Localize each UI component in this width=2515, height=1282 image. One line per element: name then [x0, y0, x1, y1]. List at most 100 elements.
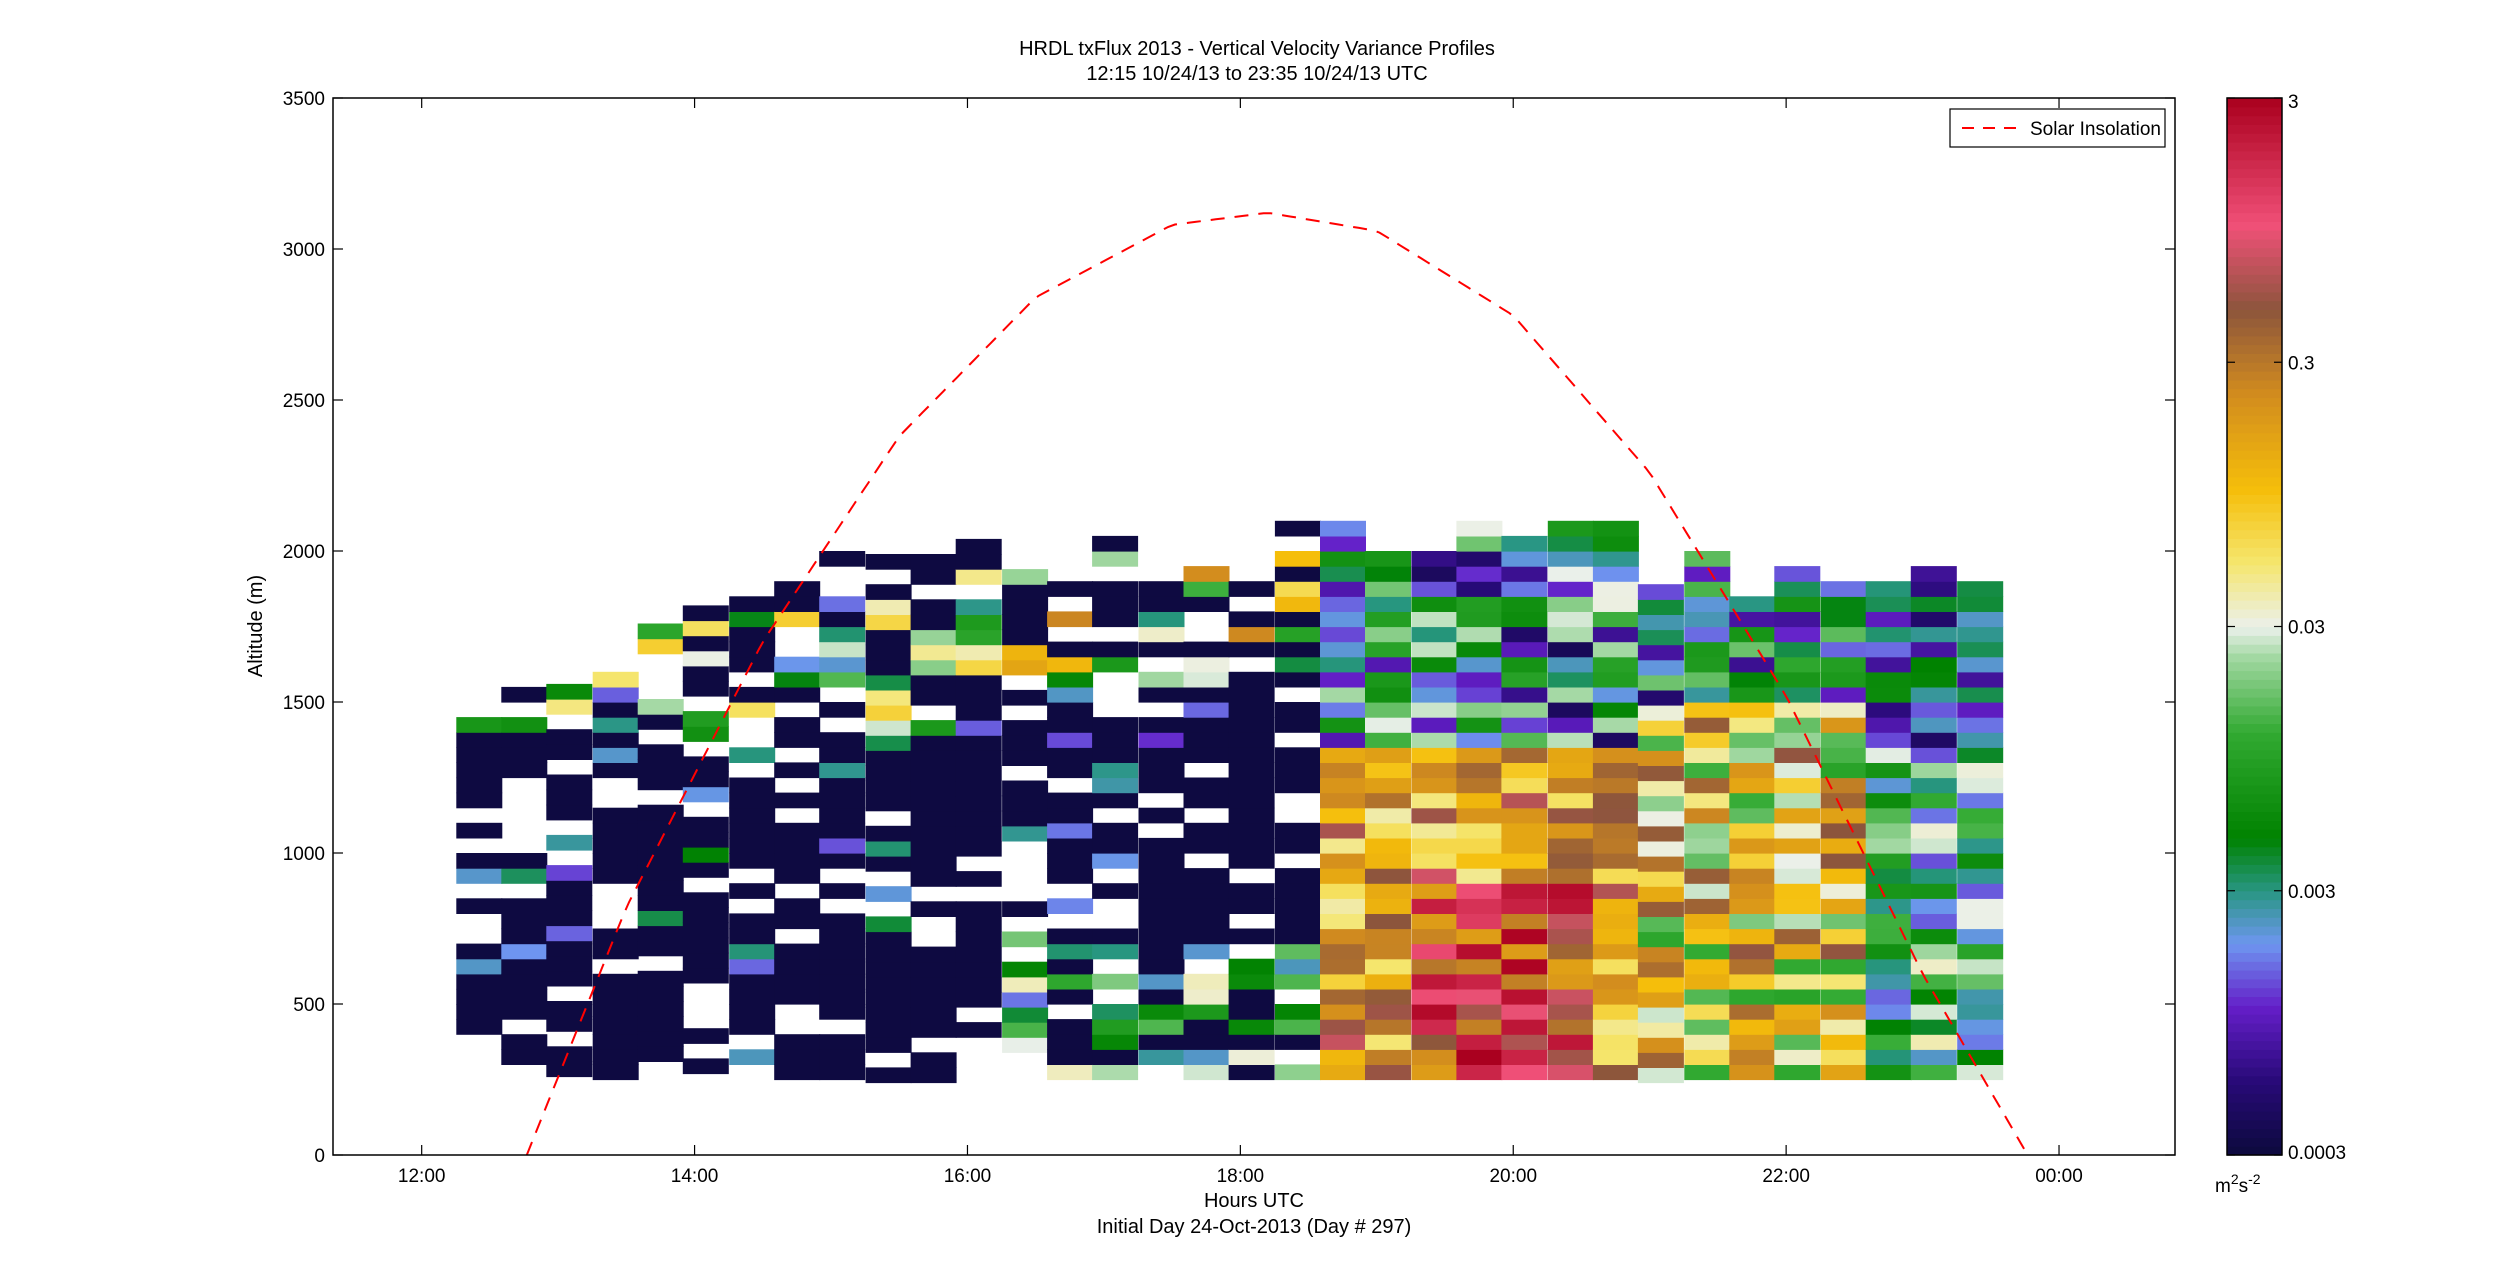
heatmap-cell [1274, 762, 1321, 779]
heatmap-cell [819, 973, 866, 990]
heatmap-cell [1637, 705, 1684, 721]
heatmap-cell [1729, 717, 1776, 733]
heatmap-cell [1592, 535, 1639, 552]
heatmap-cell [1456, 686, 1503, 703]
heatmap-cell [1637, 931, 1684, 948]
heatmap-cell [501, 1034, 548, 1050]
heatmap-cell [1456, 958, 1503, 975]
heatmap-cell [501, 1004, 548, 1020]
colorbar-segment [2227, 327, 2282, 337]
heatmap-cell [1047, 1064, 1094, 1081]
heatmap-cell [729, 913, 776, 930]
heatmap-cell [1910, 822, 1957, 839]
colorbar-segment [2227, 274, 2282, 284]
heatmap-cell [1592, 626, 1639, 643]
colorbar-segment [2227, 432, 2282, 443]
heatmap-cell [1637, 674, 1684, 691]
heatmap-cell [1411, 566, 1458, 582]
heatmap-cell [1820, 792, 1867, 809]
heatmap-cell [819, 626, 866, 643]
heatmap-cell [1411, 686, 1458, 703]
heatmap-cell [546, 789, 593, 806]
heatmap-cell [1957, 732, 2004, 748]
colorbar-segment [2227, 943, 2282, 953]
heatmap-cell [1365, 581, 1411, 597]
heatmap-cell [1865, 837, 1912, 854]
heatmap-cell [1456, 837, 1503, 854]
heatmap-cell [1183, 686, 1230, 703]
heatmap-cell [910, 1007, 957, 1023]
heatmap-cell [1684, 822, 1731, 839]
axis-ticks: 12:00 14:00 16:00 18:00 20:00 22:00 00:00 0 500 1… [283, 89, 2175, 1187]
heatmap-cell [1228, 792, 1275, 809]
colorbar-segment [2227, 388, 2282, 399]
heatmap-cell [955, 840, 1002, 857]
heatmap-cell [1820, 943, 1867, 960]
heatmap-cell [1774, 853, 1821, 869]
heatmap-cell [1365, 566, 1411, 582]
heatmap-cell [1183, 777, 1230, 794]
heatmap-cell [1910, 747, 1957, 763]
heatmap-cell [1592, 747, 1639, 763]
heatmap-cell [955, 780, 1002, 797]
heatmap-cell [1411, 973, 1458, 990]
heatmap-cell [910, 720, 957, 736]
heatmap-cell [1047, 762, 1094, 779]
heatmap-cell [1183, 641, 1230, 658]
heatmap-cell [1365, 717, 1411, 733]
heatmap-cell [1092, 1064, 1139, 1081]
heatmap-cell [1774, 1019, 1821, 1035]
heatmap-cell [1957, 777, 2004, 794]
heatmap-cell [1501, 717, 1548, 733]
heatmap-cell [1820, 1049, 1867, 1065]
heatmap-cell [729, 1049, 776, 1065]
heatmap-cell [1501, 988, 1548, 1005]
colorbar-segment [2227, 441, 2282, 451]
heatmap-cell [1002, 825, 1049, 842]
heatmap-cell [910, 1067, 957, 1084]
heatmap-cell [1637, 871, 1684, 887]
heatmap-cell [1547, 581, 1594, 597]
heatmap-cell [1592, 596, 1639, 612]
heatmap-cell [774, 717, 821, 733]
heatmap-cell [1138, 611, 1185, 628]
heatmap-cell [955, 946, 1002, 963]
heatmap-cell [592, 988, 639, 1005]
heatmap-cell [865, 825, 912, 842]
heatmap-cell [1957, 686, 2004, 703]
heatmap-cell [1774, 943, 1821, 960]
heatmap-cell [1320, 777, 1366, 794]
heatmap-cell [1092, 837, 1139, 854]
heatmap-cell [1865, 973, 1912, 990]
heatmap-cell [1228, 822, 1275, 839]
x-axis-sublabel: Initial Day 24-Oct-2013 (Day # 297) [1097, 1216, 1412, 1238]
colorbar-segment [2227, 353, 2282, 363]
heatmap-cell [1092, 596, 1139, 612]
heatmap-cell [1274, 1064, 1321, 1081]
heatmap-cell [1729, 822, 1776, 839]
heatmap-cell [1274, 566, 1321, 582]
heatmap-cell [546, 1001, 593, 1017]
x-tick-label: 00:00 [2035, 1166, 2083, 1187]
heatmap-cell [955, 674, 1002, 691]
heatmap-cell [1501, 928, 1548, 945]
colorbar-segment [2227, 1137, 2282, 1147]
heatmap-cell [1411, 656, 1458, 673]
heatmap-cell [1820, 611, 1867, 628]
heatmap-cell [592, 807, 639, 824]
heatmap-cell [1365, 943, 1411, 960]
heatmap-cell [774, 822, 821, 839]
heatmap-cell [1501, 747, 1548, 763]
heatmap-cell [1501, 807, 1548, 824]
heatmap-cell [1320, 913, 1366, 930]
heatmap-cell [682, 952, 729, 969]
heatmap-cell [1365, 626, 1411, 643]
heatmap-cell [637, 1016, 684, 1032]
heatmap-cell [1274, 671, 1321, 688]
heatmap-cell [637, 1001, 684, 1017]
heatmap-cell [1092, 792, 1139, 809]
heatmap-cell [1228, 686, 1275, 703]
heatmap-cell [1684, 988, 1731, 1005]
heatmap-cell [1684, 958, 1731, 975]
heatmap-cell [1637, 614, 1684, 631]
